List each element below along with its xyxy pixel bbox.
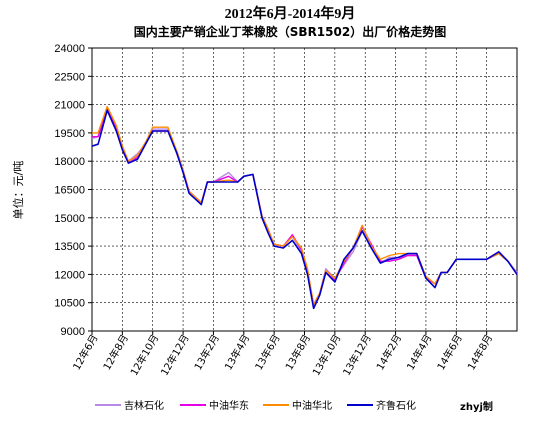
x-tick-label: 12年12月 bbox=[158, 332, 192, 378]
x-tick-label: 13年2月 bbox=[191, 332, 222, 372]
watermark-text: zhyj制 bbox=[460, 400, 493, 413]
y-axis-ticks: 24000 22500 21000 19500 18000 16500 15000 13500… bbox=[54, 43, 92, 338]
x-tick-label: 14年8月 bbox=[464, 332, 495, 372]
series-line-4 bbox=[91, 109, 518, 310]
chart-title: 2012年6月-2014年9月 bbox=[225, 5, 356, 22]
x-tick-label: 12年10月 bbox=[127, 332, 161, 378]
x-tick-label: 12年6月 bbox=[70, 332, 101, 372]
legend: 吉林石化 中油华东 中油华北 齐鲁石化 bbox=[95, 399, 416, 412]
grid-lines bbox=[92, 47, 517, 332]
x-tick-label: 14年6月 bbox=[434, 332, 465, 372]
x-tick-label: 13年12月 bbox=[340, 332, 374, 378]
legend-label: 齐鲁石化 bbox=[376, 399, 416, 412]
y-tick-label: 16500 bbox=[54, 185, 85, 197]
legend-label: 吉林石化 bbox=[124, 399, 164, 412]
y-tick-label: 10500 bbox=[54, 298, 85, 310]
legend-label: 中油华东 bbox=[209, 399, 249, 412]
y-tick-label: 22500 bbox=[54, 71, 85, 83]
series-line-1 bbox=[91, 109, 518, 306]
y-axis-label: 单位：元/吨 bbox=[11, 161, 25, 220]
y-tick-label: 15000 bbox=[54, 213, 85, 225]
x-tick-label: 13年4月 bbox=[222, 332, 253, 372]
x-tick-label: 12年8月 bbox=[100, 332, 131, 372]
x-tick-label: 13年6月 bbox=[252, 332, 283, 372]
legend-label: 中油华北 bbox=[292, 399, 332, 412]
y-tick-label: 13500 bbox=[54, 241, 85, 253]
y-tick-label: 18000 bbox=[54, 156, 85, 168]
x-tick-label: 14年2月 bbox=[373, 332, 404, 372]
y-tick-label: 9000 bbox=[61, 326, 85, 338]
series-lines bbox=[91, 105, 518, 310]
x-tick-label: 13年8月 bbox=[282, 332, 313, 372]
chart-subtitle: 国内主要产销企业丁苯橡胶（SBR1502）出厂价格走势图 bbox=[134, 24, 446, 39]
x-tick-label: 13年10月 bbox=[309, 332, 343, 378]
y-tick-label: 19500 bbox=[54, 128, 85, 140]
x-tick-label: 14年4月 bbox=[404, 332, 435, 372]
y-tick-label: 21000 bbox=[54, 100, 85, 112]
y-tick-label: 12000 bbox=[54, 269, 85, 281]
y-tick-label: 24000 bbox=[54, 43, 85, 55]
